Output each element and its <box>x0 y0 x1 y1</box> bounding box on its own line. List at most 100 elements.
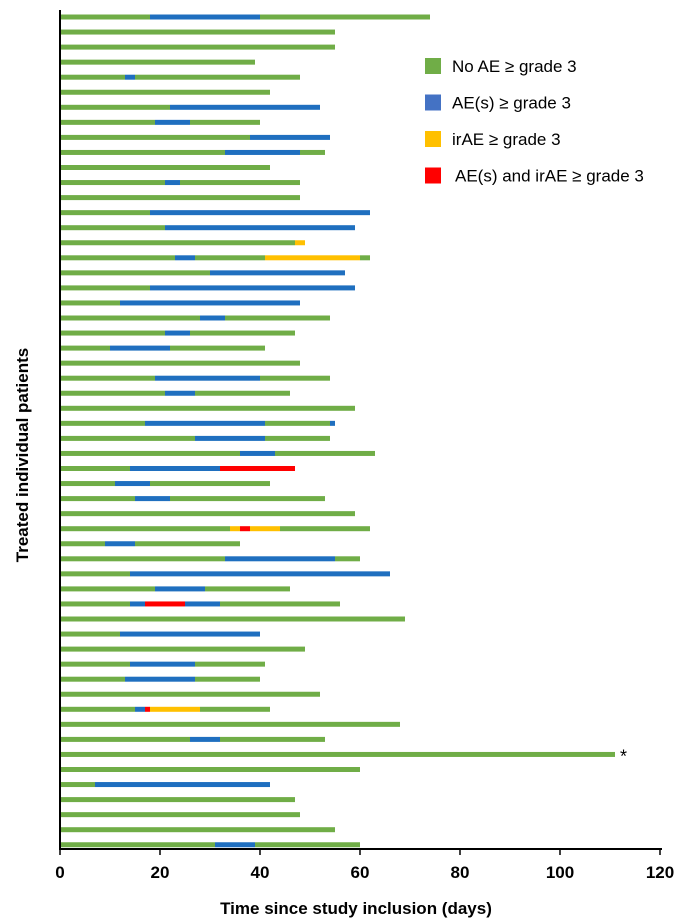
bar-segment <box>60 661 130 667</box>
patient-row <box>60 661 265 667</box>
bar-segment <box>265 435 330 441</box>
patient-row <box>60 270 345 276</box>
patient-row <box>60 420 335 426</box>
x-tick-label: 80 <box>451 863 470 882</box>
patient-row <box>60 706 270 712</box>
bar-segment <box>60 255 175 261</box>
patient-row <box>60 691 320 697</box>
bar-segment <box>300 149 325 155</box>
patient-row <box>60 330 295 336</box>
bar-segment <box>145 601 185 607</box>
x-tick-label: 20 <box>151 863 170 882</box>
y-axis-title: Treated individual patients <box>13 348 32 562</box>
patient-row <box>60 165 270 170</box>
bar-segment <box>145 420 265 426</box>
bar-segment <box>165 225 355 231</box>
legend-label: No AE ≥ grade 3 <box>452 57 577 76</box>
bar-segment <box>60 616 405 622</box>
bar-segment <box>60 119 155 125</box>
bar-segment <box>205 586 290 592</box>
bar-segment <box>60 405 355 411</box>
bar-segment <box>135 706 145 712</box>
legend-label: irAE ≥ grade 3 <box>452 130 561 149</box>
bar-segment <box>60 646 305 652</box>
bar-segment <box>60 556 225 562</box>
patient-row <box>60 782 270 788</box>
bar-segment <box>185 601 220 607</box>
bar-segment <box>130 466 220 471</box>
bar-segment <box>60 14 150 20</box>
bar-segment <box>60 736 190 742</box>
bar-segment <box>60 691 320 697</box>
bar-segment <box>150 481 270 487</box>
bar-segment <box>225 556 335 562</box>
bar-segment <box>95 782 270 788</box>
bar-segment <box>155 375 260 381</box>
legend-swatch <box>425 94 441 111</box>
patient-row <box>60 526 370 532</box>
bar-segment <box>295 240 305 246</box>
bar-segment <box>60 270 210 276</box>
bar-segment <box>265 420 330 426</box>
bar-segment <box>60 59 255 65</box>
patient-row <box>60 180 300 186</box>
bar-segment <box>150 285 355 291</box>
bar-segment <box>250 526 280 532</box>
bar-segment <box>195 435 265 441</box>
patient-row <box>60 631 260 637</box>
patient-row <box>60 541 240 547</box>
bar-segment <box>60 751 615 757</box>
patient-row <box>60 571 390 577</box>
annotation-text: * <box>620 746 627 766</box>
bar-segment <box>195 390 290 396</box>
x-tick-label: 0 <box>55 863 64 882</box>
bar-segment <box>210 270 345 276</box>
patient-row <box>60 240 305 246</box>
patient-row <box>60 511 355 517</box>
bar-segment <box>240 526 250 532</box>
x-tick-label: 120 <box>646 863 674 882</box>
bar-segment <box>60 767 360 772</box>
bar-segment <box>190 330 295 336</box>
bar-segment <box>150 14 260 20</box>
patient-row <box>60 59 255 65</box>
patient-row <box>60 119 260 125</box>
patient-row <box>60 751 615 757</box>
bar-segment <box>150 706 200 712</box>
patient-row <box>60 195 300 201</box>
bar-segment <box>60 797 295 803</box>
bar-segment <box>60 511 355 517</box>
bar-segment <box>60 360 300 366</box>
bar-segment <box>60 481 115 487</box>
patient-row <box>60 89 270 95</box>
bar-segment <box>190 736 220 742</box>
legend-swatch <box>425 167 441 184</box>
bar-segment <box>60 134 250 140</box>
bar-segment <box>200 315 225 321</box>
patient-row <box>60 315 330 321</box>
bar-segment <box>60 601 130 607</box>
bar-segment <box>115 481 150 487</box>
x-tick-label: 60 <box>351 863 370 882</box>
patient-row <box>60 481 270 487</box>
bar-segment <box>60 29 335 35</box>
bar-segment <box>135 74 300 80</box>
bar-segment <box>60 496 135 502</box>
bar-segment <box>60 721 400 727</box>
bar-segment <box>60 225 165 231</box>
bar-segment <box>60 315 200 321</box>
bar-segment <box>60 420 145 426</box>
bar-segment <box>60 782 95 788</box>
patient-row <box>60 586 290 592</box>
bar-segment <box>110 345 170 351</box>
bar-segment <box>60 180 165 186</box>
bar-segment <box>190 119 260 125</box>
patient-row <box>60 466 295 471</box>
legend-label: AE(s) ≥ grade 3 <box>452 94 571 113</box>
patient-row <box>60 435 330 441</box>
patient-row <box>60 74 300 80</box>
bar-segment <box>60 706 135 712</box>
bar-segment <box>60 345 110 351</box>
bar-segment <box>175 255 195 261</box>
patient-row <box>60 104 320 110</box>
